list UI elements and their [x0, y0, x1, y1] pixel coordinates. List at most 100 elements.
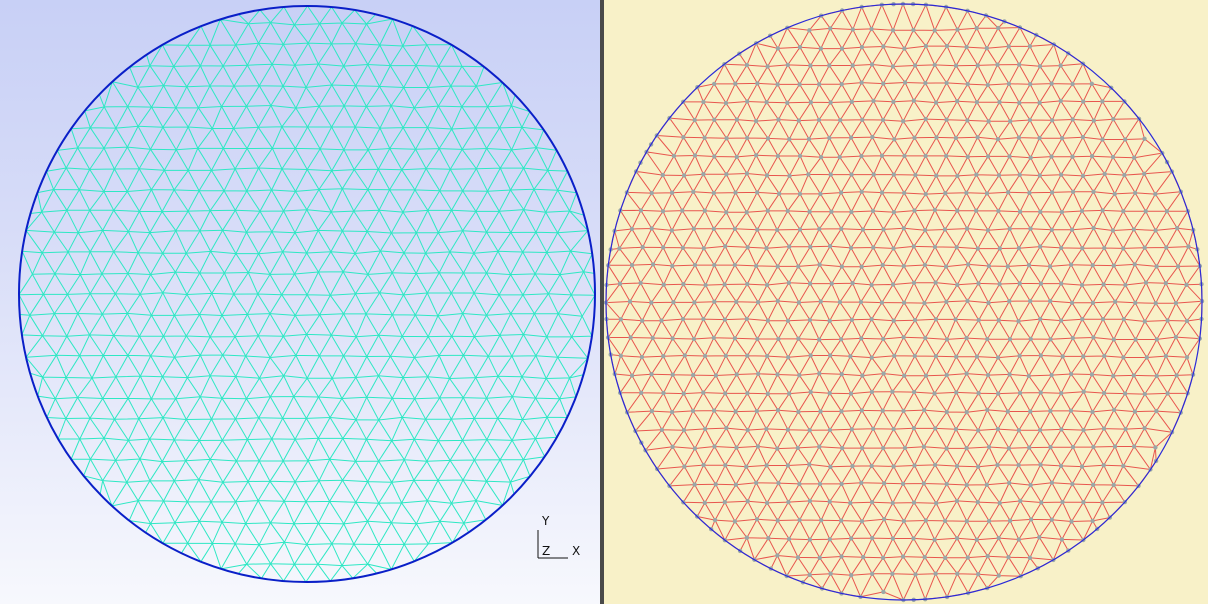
- mesh-node: [1091, 482, 1096, 487]
- mesh-node: [934, 501, 939, 506]
- mesh-node: [1184, 318, 1190, 324]
- mesh-node: [765, 353, 770, 359]
- mesh-node: [1132, 409, 1138, 414]
- mesh-node: [902, 153, 907, 159]
- mesh-node: [744, 210, 749, 215]
- mesh-node: [1080, 135, 1086, 140]
- mesh-node: [986, 518, 992, 524]
- mesh-node: [670, 263, 675, 269]
- mesh-node: [1144, 355, 1149, 360]
- mesh-node: [807, 537, 812, 542]
- mesh-node: [1060, 499, 1065, 505]
- mesh-node: [1089, 81, 1094, 87]
- mesh-node: [1079, 282, 1085, 288]
- mesh-node: [965, 298, 970, 304]
- mesh-node: [1111, 337, 1116, 342]
- viewport-divider[interactable]: [600, 0, 604, 604]
- mesh-node: [995, 355, 1001, 360]
- mesh-node: [617, 281, 623, 286]
- mesh-node: [1017, 62, 1022, 67]
- mesh-node: [911, 389, 917, 395]
- mesh-node: [659, 427, 665, 432]
- mesh-edge-lines: [18, 5, 596, 583]
- mesh-node: [734, 154, 739, 160]
- mesh-node: [932, 537, 937, 542]
- mesh-node: [995, 62, 1000, 67]
- mesh-node: [775, 408, 781, 413]
- mesh-node: [785, 208, 790, 214]
- mesh-node: [796, 300, 802, 305]
- mesh-node: [859, 189, 864, 194]
- mesh-node: [827, 427, 833, 433]
- mesh-viewport-left[interactable]: Y Z X: [0, 0, 600, 604]
- mesh-node: [745, 281, 750, 287]
- mesh-node: [976, 391, 981, 396]
- mesh-node: [913, 572, 918, 577]
- mesh-node: [764, 463, 769, 468]
- mesh-node: [681, 391, 686, 396]
- mesh-node: [1132, 155, 1137, 160]
- triangular-mesh-with-nodes: [604, 1, 1205, 603]
- mesh-node: [1163, 353, 1169, 359]
- mesh-node: [911, 27, 916, 33]
- mesh-node: [1048, 408, 1053, 414]
- mesh-node: [911, 98, 916, 103]
- mesh-node: [933, 317, 939, 322]
- mesh-node: [722, 500, 727, 505]
- domain-boundary-circle: [605, 3, 1203, 601]
- mesh-node: [859, 519, 865, 524]
- mesh-node: [1123, 137, 1128, 142]
- mesh-node: [976, 317, 981, 323]
- mesh-node: [701, 390, 706, 395]
- mesh-node: [880, 555, 886, 560]
- mesh-node: [848, 500, 853, 506]
- mesh-node: [954, 463, 960, 469]
- mesh-node: [881, 227, 886, 232]
- mesh-node: [890, 536, 896, 541]
- mesh-node: [1049, 517, 1054, 522]
- mesh-node: [808, 100, 813, 105]
- mesh-node: [786, 280, 792, 285]
- mesh-node: [871, 98, 876, 104]
- mesh-node: [754, 408, 759, 414]
- mesh-node: [733, 482, 739, 487]
- mesh-node: [943, 555, 948, 560]
- mesh-node: [901, 119, 906, 124]
- mesh-node: [817, 444, 822, 449]
- mesh-node: [1037, 173, 1042, 178]
- mesh-node: [892, 137, 897, 142]
- mesh-node: [712, 262, 717, 268]
- mesh-node: [712, 117, 717, 123]
- mesh-viewport-right[interactable]: [604, 0, 1208, 604]
- mesh-node: [682, 353, 687, 358]
- mesh-node: [1079, 464, 1085, 469]
- mesh-node: [712, 154, 717, 159]
- mesh-node: [1027, 44, 1033, 49]
- mesh-node: [775, 298, 780, 304]
- mesh-node: [986, 444, 992, 450]
- mesh-node: [797, 191, 803, 197]
- axis-z-label: Z: [542, 544, 551, 558]
- mesh-node: [1164, 245, 1169, 250]
- mesh-node: [974, 354, 980, 359]
- mesh-node: [1112, 444, 1118, 449]
- mesh-node: [785, 318, 791, 323]
- mesh-node: [1163, 281, 1168, 286]
- mesh-node: [942, 227, 948, 232]
- axis-y-label: Y: [542, 514, 550, 528]
- mesh-node: [1059, 427, 1064, 432]
- mesh-node: [1026, 263, 1032, 268]
- mesh-node: [734, 445, 739, 450]
- mesh-node: [1091, 225, 1096, 231]
- mesh-node: [860, 227, 866, 232]
- mesh-node: [1142, 171, 1147, 176]
- mesh-node: [911, 536, 916, 541]
- mesh-node: [712, 299, 717, 304]
- mesh-node: [1100, 500, 1105, 505]
- mesh-node: [932, 244, 938, 250]
- mesh-node: [1048, 445, 1053, 450]
- mesh-node: [869, 500, 875, 505]
- mesh-node: [975, 499, 980, 505]
- mesh-node: [1131, 373, 1136, 378]
- mesh-node: [661, 282, 666, 287]
